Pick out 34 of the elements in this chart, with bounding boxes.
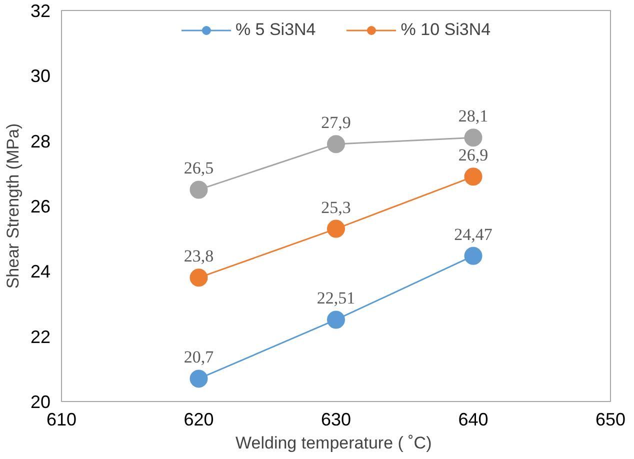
point [190,370,208,388]
data-label: 25,3 [321,198,351,217]
x-tick-label: 640 [458,410,488,430]
y-tick-label: 32 [30,1,51,21]
data-label: 26,9 [458,146,488,165]
x-tick-label: 630 [320,410,352,430]
x-tick-label: 650 [595,410,626,430]
x-tick-label: 610 [46,410,77,430]
legend-label: % 10 Si3N4 [400,20,491,40]
point [464,128,482,147]
point [327,135,345,154]
y-tick-label: 28 [30,131,51,152]
x-axis-title: Welding temperature ( ˚C) [236,434,432,452]
data-label: 28,1 [458,106,488,126]
data-label: 24,47 [454,224,493,244]
y-axis-title: Shear Strength (MPa) [3,123,22,289]
point [464,168,482,186]
x-tick-label: 620 [184,410,214,430]
point [464,246,482,265]
data-label: 27,9 [321,113,351,132]
data-label: 26,5 [184,158,214,178]
legend-label: % 5 Si3N4 [235,20,316,40]
data-label: 23,8 [184,246,214,266]
y-tick-label: 26 [30,196,51,216]
y-tick-label: 22 [30,326,51,347]
data-label: 20,7 [184,348,214,367]
point [190,180,208,199]
y-tick-label: 24 [30,262,51,282]
point [190,268,208,287]
y-tick-label: 30 [30,66,51,86]
point [327,310,345,329]
point [327,220,345,238]
y-tick-label: 20 [30,392,51,412]
data-label: 22,51 [316,288,356,308]
